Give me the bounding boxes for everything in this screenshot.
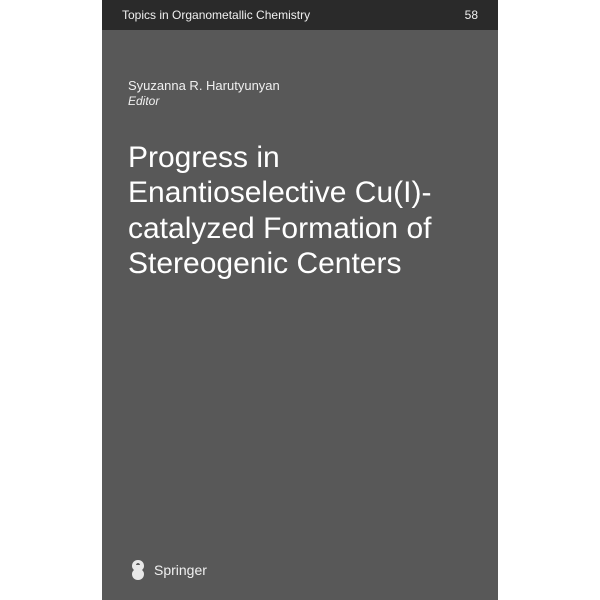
editor-block: Syuzanna R. Harutyunyan Editor (102, 30, 498, 120)
publisher-name: Springer (154, 562, 207, 578)
book-cover: Topics in Organometallic Chemistry 58 Sy… (102, 0, 498, 600)
book-title: Progress in Enantioselective Cu(I)-catal… (128, 140, 472, 282)
editor-role: Editor (128, 94, 472, 108)
series-number: 58 (465, 8, 478, 22)
publisher-footer: Springer (128, 558, 207, 582)
series-name: Topics in Organometallic Chemistry (122, 8, 310, 22)
editor-name: Syuzanna R. Harutyunyan (128, 78, 472, 93)
series-bar: Topics in Organometallic Chemistry 58 (102, 0, 498, 30)
springer-logo-icon (128, 558, 148, 582)
title-block: Progress in Enantioselective Cu(I)-catal… (102, 120, 498, 282)
